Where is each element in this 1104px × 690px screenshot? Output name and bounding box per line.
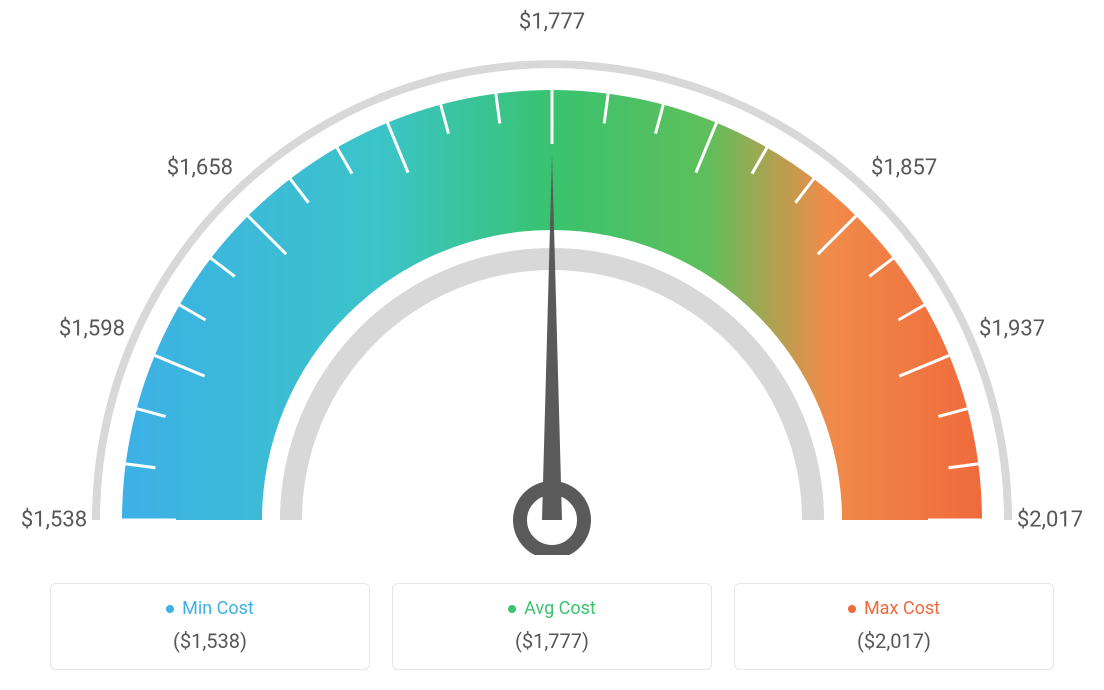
gauge-tick-label: $1,777 (519, 10, 585, 35)
gauge-svg (0, 0, 1104, 555)
gauge-tick-label: $1,937 (979, 317, 1045, 342)
legend-avg-cost: Avg Cost ($1,777) (392, 583, 712, 670)
gauge-tick-label: $1,658 (167, 155, 233, 180)
legend-row: Min Cost ($1,538) Avg Cost ($1,777) Max … (0, 583, 1104, 670)
legend-title: Max Cost (864, 598, 940, 619)
legend-title-row: Avg Cost (413, 598, 691, 619)
legend-max-cost: Max Cost ($2,017) (734, 583, 1054, 670)
gauge-tick-label: $1,857 (871, 155, 937, 180)
legend-title: Avg Cost (524, 598, 596, 619)
bullet-icon (166, 605, 174, 613)
bullet-icon (848, 605, 856, 613)
legend-title-row: Min Cost (71, 598, 349, 619)
legend-title: Min Cost (182, 598, 254, 619)
gauge-tick-label: $1,538 (21, 508, 87, 533)
bullet-icon (508, 605, 516, 613)
legend-value: ($1,777) (413, 629, 691, 653)
gauge-chart: $1,538 $1,598 $1,658 $1,777 $1,857 $1,937 $2,0… (0, 0, 1104, 555)
legend-value: ($1,538) (71, 629, 349, 653)
gauge-tick-label: $1,598 (59, 317, 125, 342)
legend-title-row: Max Cost (755, 598, 1033, 619)
legend-value: ($2,017) (755, 629, 1033, 653)
legend-min-cost: Min Cost ($1,538) (50, 583, 370, 670)
gauge-tick-label: $2,017 (1017, 508, 1083, 533)
